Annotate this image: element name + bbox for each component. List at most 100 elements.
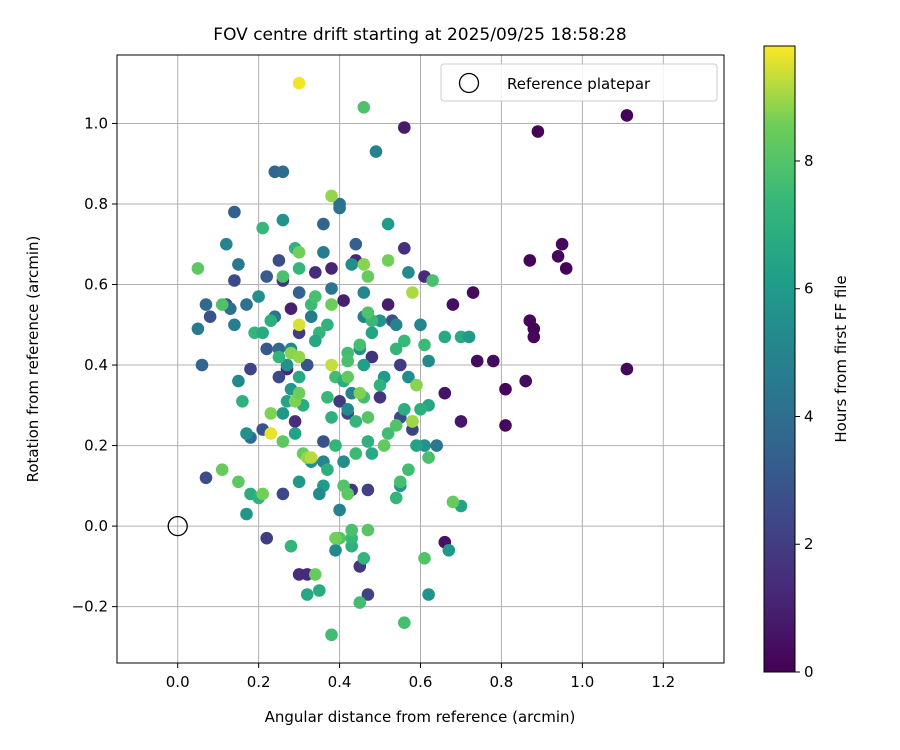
scatter-point [373,378,387,392]
legend-box [440,63,718,102]
scatter-point [337,455,350,469]
scatter-point [276,435,290,448]
scatter-point [292,350,306,364]
scatter-point [341,403,355,416]
scatter-point [236,395,249,408]
scatter-point [531,125,545,138]
scatter-point [228,274,241,287]
scatter-point [418,552,431,565]
scatter-point [244,362,257,376]
scatter-point [240,507,253,521]
scatter-point [272,254,286,267]
scatter-point [499,419,512,432]
scatter-point [321,318,334,332]
x-tick-label: 0.4 [328,673,352,691]
scatter-point [349,237,363,251]
scatter-point [333,395,346,408]
scatter-point [381,217,395,231]
scatter-point [398,242,411,255]
scatter-point [333,503,346,517]
scatter-point [292,475,306,489]
scatter-point [389,419,403,432]
scatter-point [228,205,241,219]
colorbar-tick-label: 6 [804,280,814,298]
scatter-point [325,628,338,642]
scatter-point [300,358,314,372]
y-tick-label: 0.2 [84,437,108,455]
scatter-point [406,286,419,299]
x-tick-label: 1.0 [570,673,594,691]
scatter-point [442,544,456,557]
scatter-point [551,249,565,263]
scatter-point [527,330,541,344]
scatter-point [240,298,253,311]
scatter-point [361,270,375,283]
colorbar-label: Hours from first FF file [832,275,850,442]
scatter-point [272,350,286,364]
chart-title: FOV centre drift starting at 2025/09/25 … [213,25,626,45]
scatter-point [398,334,411,348]
x-tick-label: 0.6 [409,673,433,691]
scatter-point [292,76,306,90]
scatter-point [329,531,342,545]
scatter-point [422,451,435,464]
x-tick-label: 0.0 [166,673,190,691]
reference-platepar-marker [167,515,188,537]
scatter-point [284,539,298,553]
scatter-point [333,201,346,215]
scatter-point [349,447,363,460]
scatter-point [341,354,355,368]
scatter-point [414,318,427,332]
scatter-point [288,415,302,428]
scatter-point [288,427,302,440]
scatter-point [426,274,439,287]
colorbar-tick-label: 2 [804,535,814,553]
scatter-point [365,350,379,364]
scatter-point [252,290,265,303]
scatter-point [410,378,423,392]
scatter-point [329,439,342,452]
scatter-point [292,318,306,332]
scatter-point [309,266,322,279]
scatter-point [398,616,411,629]
scatter-point [215,463,229,477]
x-axis-ticks: 0.0 0.2 0.4 0.6 0.8 1.0 1.2 [166,663,675,691]
scatter-point [317,435,330,448]
scatter-point [321,463,334,477]
scatter-point [292,386,306,400]
scatter-point [422,588,435,601]
scatter-point [195,358,209,372]
scatter-point [361,306,375,320]
legend-label: Reference platepar [507,75,651,93]
scatter-point [438,386,452,400]
x-tick-label: 0.2 [247,673,271,691]
scatter-point [361,523,375,537]
scatter-point [280,358,294,372]
scatter-point [499,382,512,396]
scatter-point [215,298,229,311]
scatter-point [523,254,537,267]
y-tick-label: 0.4 [84,356,108,374]
scatter-point [357,358,371,372]
scatter-point [276,487,290,501]
scatter-point [357,101,371,114]
scatter-point [220,237,233,251]
scatter-point [353,386,367,400]
scatter-point [357,258,371,271]
scatter-point [329,544,342,557]
scatter-point [276,407,290,420]
scatter-point [292,262,306,275]
scatter-point [276,270,290,283]
scatter-point [422,354,435,368]
y-tick-label: 1.0 [84,114,108,132]
scatter-point [345,523,359,537]
scatter-point [345,258,359,271]
scatter-point [357,552,371,565]
reference-marker-group [167,515,188,537]
legend-open-circle-icon [458,72,480,94]
scatter-point [309,290,322,303]
scatter-point [317,217,330,231]
scatter-point [361,483,375,497]
scatter-point [313,584,326,597]
scatter-point [373,391,387,404]
